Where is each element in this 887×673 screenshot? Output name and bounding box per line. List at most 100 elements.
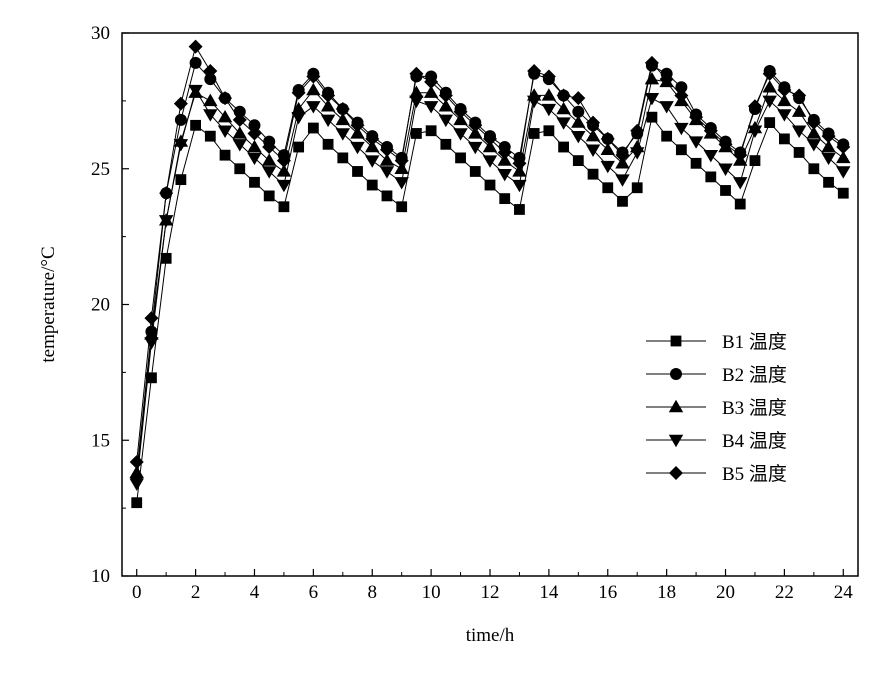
x-axis-label: time/h	[466, 625, 515, 646]
data-point	[335, 128, 350, 141]
x-tick-label: 8	[367, 582, 377, 603]
data-point	[248, 119, 261, 132]
data-point	[791, 125, 807, 138]
data-point	[587, 168, 599, 180]
data-point	[453, 112, 468, 126]
data-point	[689, 110, 704, 125]
data-point	[705, 171, 717, 183]
data-point	[541, 69, 556, 84]
x-tick-label: 4	[250, 582, 260, 603]
series-b4	[129, 84, 851, 491]
data-point	[306, 69, 321, 84]
data-point	[674, 122, 689, 136]
y-axis-label: temperature/°C	[38, 246, 59, 362]
data-point	[512, 179, 527, 193]
data-point	[469, 166, 481, 177]
data-point	[497, 145, 512, 160]
legend: B1 温度 B2 温度 B3 温度 B4 温度 B5 温度	[646, 331, 787, 485]
data-point	[792, 88, 807, 103]
data-point	[190, 119, 201, 131]
y-tick-label: 15	[91, 430, 110, 451]
data-point	[675, 81, 688, 94]
data-point	[175, 174, 187, 186]
data-point	[131, 497, 143, 509]
legend-label: B2 温度	[722, 364, 787, 386]
data-point	[659, 72, 674, 87]
data-point	[217, 109, 233, 123]
data-point	[585, 128, 601, 142]
data-point	[749, 155, 761, 167]
x-tick-label: 10	[422, 582, 441, 603]
data-point	[234, 163, 246, 175]
legend-label: B4 温度	[722, 430, 787, 452]
data-point	[144, 311, 159, 326]
legend-label: B5 温度	[722, 463, 787, 485]
data-point	[585, 144, 601, 157]
data-point	[793, 147, 805, 158]
data-point	[438, 99, 454, 112]
data-point	[263, 190, 275, 202]
x-tick-label: 6	[309, 582, 319, 603]
data-point	[350, 141, 365, 155]
legend-item: B4 温度	[646, 430, 787, 452]
data-point	[320, 114, 336, 128]
x-tick-label: 2	[191, 582, 201, 603]
data-point	[232, 139, 247, 152]
data-point	[556, 117, 571, 130]
data-point	[262, 153, 277, 166]
data-point	[350, 126, 365, 139]
data-point	[453, 104, 468, 119]
data-point	[703, 149, 718, 163]
data-point	[293, 141, 305, 153]
data-point	[232, 126, 247, 139]
data-point	[438, 88, 453, 103]
data-point	[703, 123, 718, 138]
x-tick-label: 18	[657, 582, 676, 603]
legend-item: B2 温度	[646, 364, 787, 386]
data-point	[499, 193, 511, 205]
data-point	[718, 137, 733, 152]
data-point	[423, 85, 439, 98]
data-point	[600, 142, 615, 155]
data-point	[615, 174, 630, 187]
data-point	[777, 83, 792, 98]
data-point	[129, 478, 144, 491]
data-point	[262, 166, 277, 179]
data-point	[644, 92, 660, 106]
data-point	[571, 115, 586, 128]
data-point	[352, 166, 363, 177]
legend-marker	[670, 368, 682, 380]
data-point	[144, 327, 159, 340]
x-tick-label: 14	[539, 582, 559, 603]
data-point	[764, 117, 776, 128]
data-point	[173, 139, 189, 152]
data-point	[204, 130, 216, 142]
data-point	[160, 252, 172, 264]
data-point	[365, 139, 380, 153]
data-point	[821, 129, 836, 144]
data-point	[247, 126, 262, 141]
legend-label: B1 温度	[722, 331, 787, 353]
data-point	[497, 153, 512, 166]
data-point	[438, 114, 454, 128]
data-point	[366, 179, 378, 191]
data-point	[779, 133, 790, 145]
data-point	[409, 66, 424, 81]
data-point	[806, 126, 822, 139]
data-point	[482, 139, 498, 153]
data-point	[203, 93, 218, 107]
data-point	[247, 152, 262, 166]
legend-item: B1 温度	[646, 331, 787, 353]
data-point	[158, 215, 174, 228]
data-point	[144, 337, 159, 350]
data-point	[232, 112, 247, 127]
legend-label: B3 温度	[722, 397, 787, 419]
data-point	[615, 148, 630, 163]
data-point	[320, 99, 336, 112]
data-point	[278, 201, 290, 213]
data-point	[631, 182, 643, 194]
data-point	[276, 164, 292, 177]
data-point	[526, 95, 542, 109]
data-point	[379, 153, 395, 166]
